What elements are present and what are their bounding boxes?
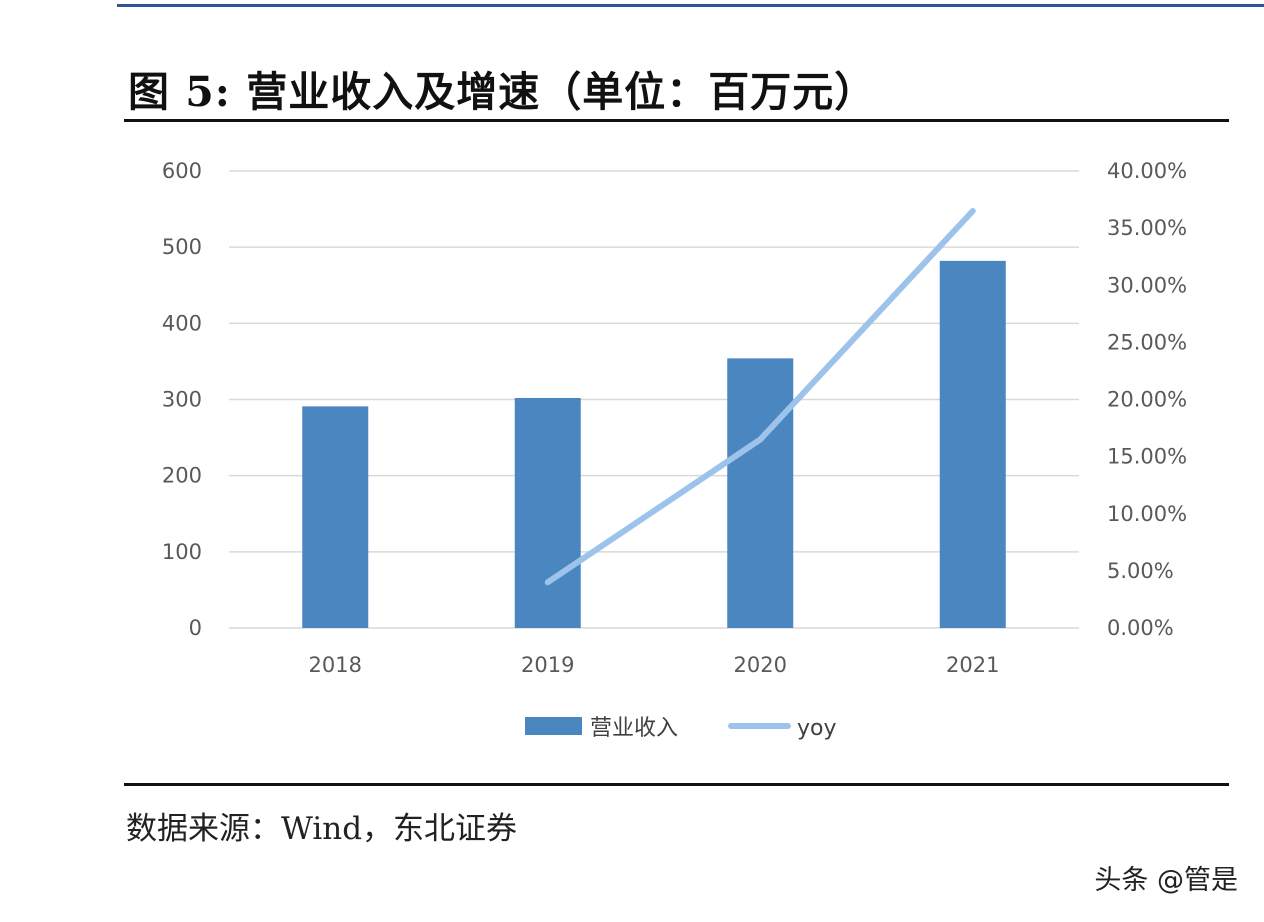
- grid-lines: [229, 170, 1079, 629]
- right-axis-ticks: 0.00% 5.00% 10.00% 15.00% 20.00% 25.00% 30.00%…: [1107, 159, 1187, 640]
- legend-label-yoy: yoy: [797, 716, 837, 741]
- left-axis-ticks: 0 100 200 300 400 500 600: [162, 159, 202, 640]
- left-tick-label: 0: [189, 616, 202, 640]
- left-tick-label: 200: [162, 464, 202, 488]
- left-tick-label: 600: [162, 159, 202, 183]
- right-tick-label: 10.00%: [1107, 502, 1187, 526]
- bar-2021: [939, 260, 1006, 628]
- legend-label-revenue: 营业收入: [590, 716, 678, 741]
- right-tick-label: 30.00%: [1107, 273, 1187, 297]
- right-tick-label: 5.00%: [1107, 559, 1174, 583]
- bottom-rule: [124, 783, 1229, 786]
- x-tick-label: 2019: [521, 653, 574, 677]
- title-rule: [124, 119, 1229, 122]
- top-rule: [117, 4, 1264, 7]
- bar-2018: [302, 406, 369, 628]
- right-tick-label: 0.00%: [1107, 616, 1174, 640]
- left-tick-label: 400: [162, 311, 202, 335]
- left-tick-label: 500: [162, 235, 202, 259]
- right-tick-label: 20.00%: [1107, 388, 1187, 412]
- figure-title: 图 5: 营业收入及增速（单位：百万元）: [128, 68, 877, 116]
- bar-2019: [514, 397, 581, 628]
- left-tick-label: 300: [162, 388, 202, 412]
- source-note: 数据来源：Wind，东北证券: [126, 811, 518, 847]
- bar-2020: [727, 358, 794, 628]
- right-tick-label: 25.00%: [1107, 330, 1187, 354]
- legend-swatch-revenue: [525, 717, 582, 735]
- right-tick-label: 40.00%: [1107, 159, 1187, 183]
- legend: 营业收入 yoy: [525, 716, 837, 741]
- x-tick-label: 2018: [309, 653, 362, 677]
- yoy-line: [544, 207, 976, 586]
- right-tick-label: 15.00%: [1107, 445, 1187, 469]
- x-tick-label: 2020: [734, 653, 787, 677]
- x-tick-label: 2021: [946, 653, 999, 677]
- right-tick-label: 35.00%: [1107, 216, 1187, 240]
- left-tick-label: 100: [162, 540, 202, 564]
- watermark: 头条 @管是: [1094, 865, 1238, 896]
- revenue-bars: [302, 260, 1006, 628]
- x-axis-ticks: 2018 2019 2020 2021: [309, 653, 1000, 677]
